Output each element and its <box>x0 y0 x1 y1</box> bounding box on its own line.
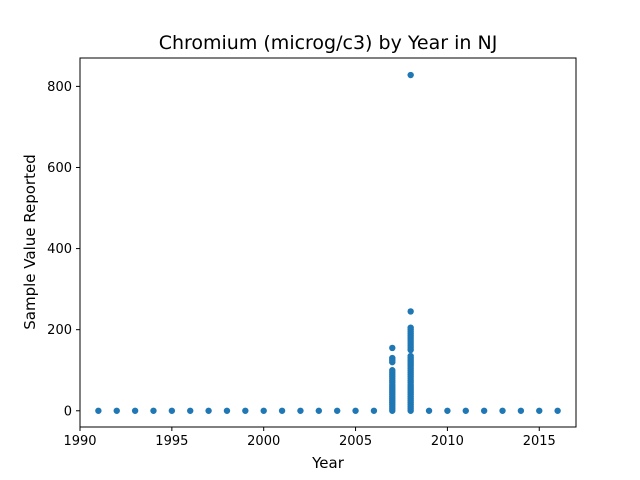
data-point <box>499 407 506 414</box>
x-axis-label: Year <box>311 454 345 472</box>
data-point <box>223 407 231 414</box>
data-point <box>168 407 176 414</box>
data-point <box>242 407 249 414</box>
x-tick-label: 2015 <box>523 434 556 449</box>
x-axis-ticks: 1990 1995 2000 2005 2010 2015 <box>63 427 556 449</box>
data-point <box>352 407 359 414</box>
data-point <box>554 407 561 414</box>
y-tick-label: 600 <box>47 161 72 176</box>
y-axis-label: Sample Value Reported <box>21 154 39 329</box>
data-point <box>205 407 212 414</box>
data-point <box>407 324 414 331</box>
y-tick-label: 800 <box>47 80 72 95</box>
x-tick-label: 1995 <box>155 434 188 449</box>
data-point <box>333 407 341 414</box>
plot-frame <box>79 57 577 428</box>
data-point <box>315 407 323 414</box>
data-point <box>462 407 469 414</box>
chart-title: Chromium (microg/c3) by Year in NJ <box>159 32 498 54</box>
data-point <box>150 407 157 414</box>
data-point <box>278 407 286 414</box>
data-point <box>425 407 433 414</box>
data-point <box>260 407 267 414</box>
data-point <box>389 344 396 352</box>
data-point <box>297 407 304 414</box>
x-tick-label: 2010 <box>431 434 464 449</box>
data-point <box>389 354 396 362</box>
x-tick-label: 2005 <box>339 434 372 449</box>
y-tick-label: 400 <box>47 242 72 257</box>
y-tick-label: 0 <box>64 404 72 419</box>
data-point <box>444 407 451 414</box>
data-points <box>95 71 561 414</box>
data-point <box>536 407 543 414</box>
data-point <box>480 407 488 414</box>
data-point <box>187 407 194 414</box>
y-axis-ticks: 0 200 400 600 800 <box>47 80 80 419</box>
x-tick-label: 1990 <box>63 434 96 449</box>
data-point <box>407 71 414 79</box>
x-tick-label: 2000 <box>247 434 280 449</box>
data-point <box>407 308 414 315</box>
data-point <box>517 407 525 414</box>
data-point <box>407 352 414 360</box>
y-tick-label: 200 <box>47 323 72 338</box>
data-point <box>113 407 120 414</box>
data-point <box>370 407 378 414</box>
data-point <box>95 407 102 414</box>
data-point <box>389 367 396 374</box>
data-point <box>131 407 139 414</box>
